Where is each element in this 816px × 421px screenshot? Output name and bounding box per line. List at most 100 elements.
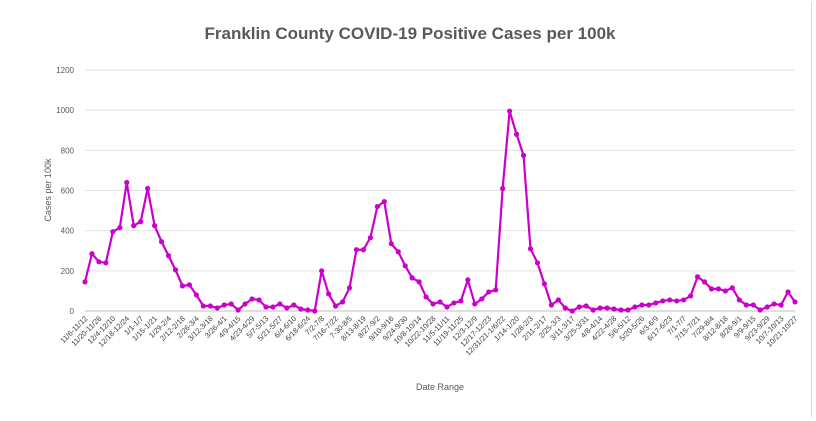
data-point (611, 306, 617, 312)
data-point (172, 267, 179, 273)
data-point (284, 305, 290, 311)
data-point (430, 301, 436, 307)
data-point (486, 289, 492, 295)
series-line (82, 108, 798, 314)
data-point (110, 229, 116, 235)
y-tick-label: 1200 (56, 66, 74, 75)
data-point (416, 279, 422, 285)
data-point (764, 304, 770, 310)
data-point (513, 131, 520, 137)
data-point (736, 297, 742, 303)
chart-title: Franklin County COVID-19 Positive Cases … (205, 24, 617, 43)
data-point (214, 305, 220, 311)
data-point (534, 260, 541, 266)
data-point (326, 291, 332, 297)
data-point (569, 308, 575, 314)
y-tick-label: 600 (61, 187, 75, 196)
x-axis-title: Date Range (416, 382, 464, 392)
chart-svg: Franklin County COVID-19 Positive Cases … (43, 24, 799, 392)
data-point (117, 225, 123, 231)
data-point (423, 294, 429, 300)
data-point (722, 288, 728, 294)
data-point (437, 299, 443, 305)
data-point (124, 179, 130, 186)
data-point (374, 203, 380, 210)
data-point (729, 285, 735, 291)
data-point (674, 298, 680, 304)
y-tick-label: 200 (61, 267, 75, 276)
data-point (715, 286, 722, 292)
data-point (562, 305, 568, 311)
data-point (409, 275, 415, 281)
data-point (381, 198, 387, 205)
data-point (249, 296, 255, 302)
data-point (305, 307, 311, 313)
data-point (158, 239, 165, 245)
data-point (179, 283, 186, 289)
data-point (632, 304, 638, 310)
data-point (103, 260, 109, 266)
data-point (319, 268, 325, 274)
data-point (541, 281, 548, 287)
data-point (687, 293, 694, 299)
x-axis-ticks: 11/6-11/1211/20-11/2612/4-12/1012/18-12/… (58, 314, 799, 358)
data-point (771, 301, 777, 307)
data-point (667, 297, 673, 303)
data-point (604, 305, 610, 311)
data-point (451, 300, 457, 306)
data-point (89, 251, 95, 257)
data-point (152, 223, 158, 229)
data-point (694, 274, 701, 280)
data-point (353, 247, 360, 253)
data-point (493, 287, 499, 293)
data-point (507, 108, 513, 114)
y-axis-ticks: 0 200 400 600 800 1000 1200 (56, 66, 74, 316)
y-tick-label: 400 (61, 227, 75, 236)
data-point (660, 298, 666, 304)
data-point (555, 297, 561, 303)
data-point (145, 185, 151, 192)
data-point (263, 304, 269, 310)
data-point (388, 241, 394, 247)
data-point (479, 296, 485, 302)
data-point (235, 307, 241, 313)
data-point (242, 301, 248, 307)
data-point (500, 185, 506, 192)
data-point (618, 307, 624, 313)
data-point (778, 302, 784, 308)
data-point (792, 299, 798, 305)
series-line-path (83, 110, 796, 313)
data-point (472, 301, 478, 307)
data-point (646, 302, 652, 308)
data-point (270, 304, 276, 310)
y-axis-title: Cases per 100k (43, 158, 53, 222)
chart-frame: Franklin County COVID-19 Positive Cases … (2, 2, 812, 417)
data-point (207, 303, 213, 309)
data-point (82, 279, 88, 285)
data-point (298, 306, 304, 312)
data-point (256, 297, 262, 303)
y-tick-label: 1000 (56, 106, 74, 115)
data-point (395, 249, 401, 255)
data-point (743, 302, 749, 308)
data-point (750, 302, 756, 308)
data-point (277, 301, 283, 307)
y-tick-label: 0 (70, 307, 75, 316)
data-point (625, 307, 631, 313)
data-point (193, 292, 199, 298)
data-point (96, 259, 102, 265)
data-point (165, 253, 172, 259)
data-point (785, 289, 791, 295)
data-point (520, 152, 527, 158)
data-point (757, 307, 763, 313)
data-point (312, 308, 318, 314)
data-point (708, 286, 715, 292)
data-point (701, 279, 708, 285)
data-point (548, 302, 554, 308)
data-point (291, 302, 297, 308)
data-point (360, 247, 367, 253)
data-point (186, 282, 193, 288)
data-point (367, 235, 373, 241)
data-point (583, 303, 589, 309)
data-point (131, 223, 137, 229)
